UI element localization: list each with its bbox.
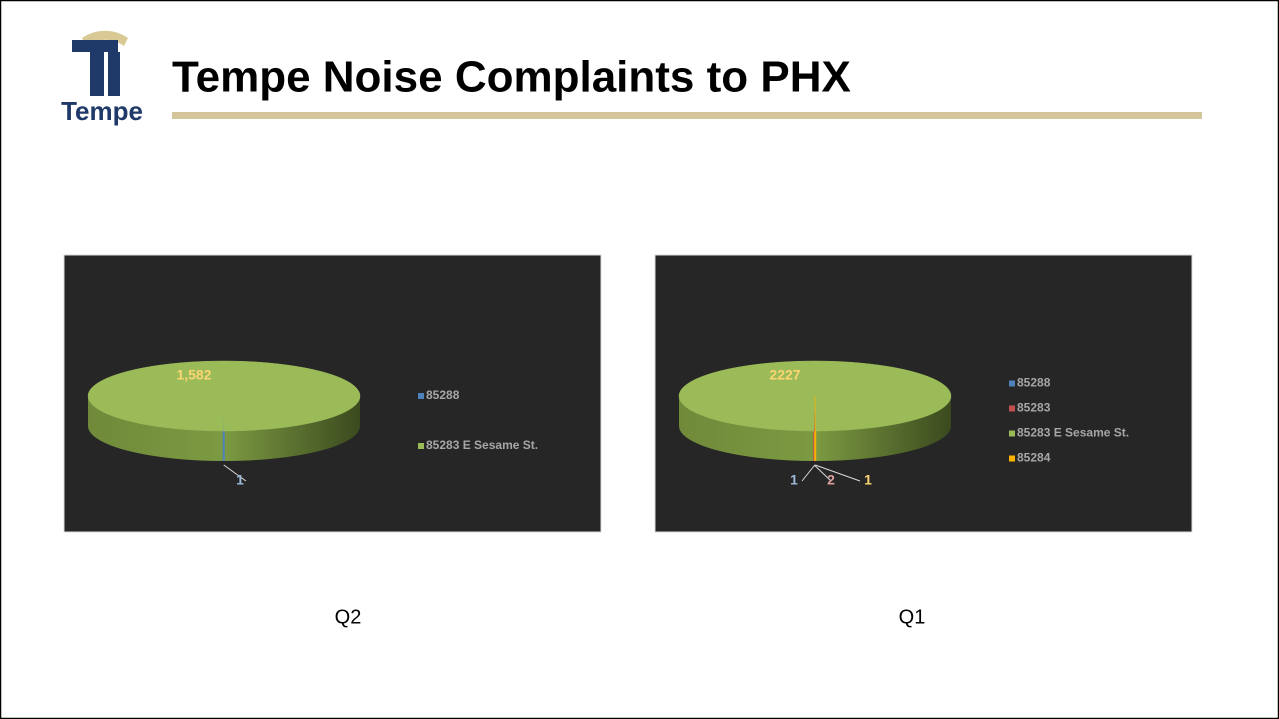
chart-caption: Q1	[899, 606, 926, 628]
data-label: 1	[790, 472, 798, 488]
chart-caption: Q2	[335, 606, 362, 628]
legend-swatch	[1009, 455, 1015, 462]
title-rule	[172, 112, 1202, 119]
leader-line	[815, 464, 861, 482]
legend-label: 85283	[1017, 401, 1051, 415]
legend-label: 85284	[1017, 451, 1051, 465]
data-label: 2	[827, 472, 835, 488]
logo: Tempe	[61, 30, 143, 126]
pie-side	[88, 396, 360, 461]
legend-swatch	[1009, 405, 1015, 412]
data-label: 1	[864, 472, 872, 488]
data-label: 2227	[769, 367, 800, 383]
data-label: 1	[236, 472, 244, 488]
legend-swatch	[418, 393, 424, 399]
leader-line	[801, 464, 816, 482]
pie-side	[679, 396, 951, 461]
leader-line	[223, 464, 247, 482]
legend-label: 85288	[426, 388, 460, 402]
legend-label: 85283 E Sesame St.	[1017, 426, 1129, 440]
legend-swatch	[1009, 380, 1015, 387]
leader-line	[813, 464, 832, 482]
pie-slice	[87, 360, 360, 432]
chart: 2227 1 2 1 85288 85283 85283 E Sesame St. 85284	[654, 254, 1193, 533]
slide-title: Tempe Noise Complaints to PHX	[172, 53, 851, 102]
legend-label: 85288	[1017, 376, 1051, 390]
legend-swatch	[1009, 430, 1015, 437]
chart: 1,582 1 85288 85283 E Sesame St.	[63, 254, 602, 533]
data-label: 1,582	[176, 367, 211, 383]
legend-label: 85283 E Sesame St.	[426, 438, 538, 452]
legend-swatch	[418, 443, 424, 449]
logo-text: Tempe	[61, 96, 143, 126]
